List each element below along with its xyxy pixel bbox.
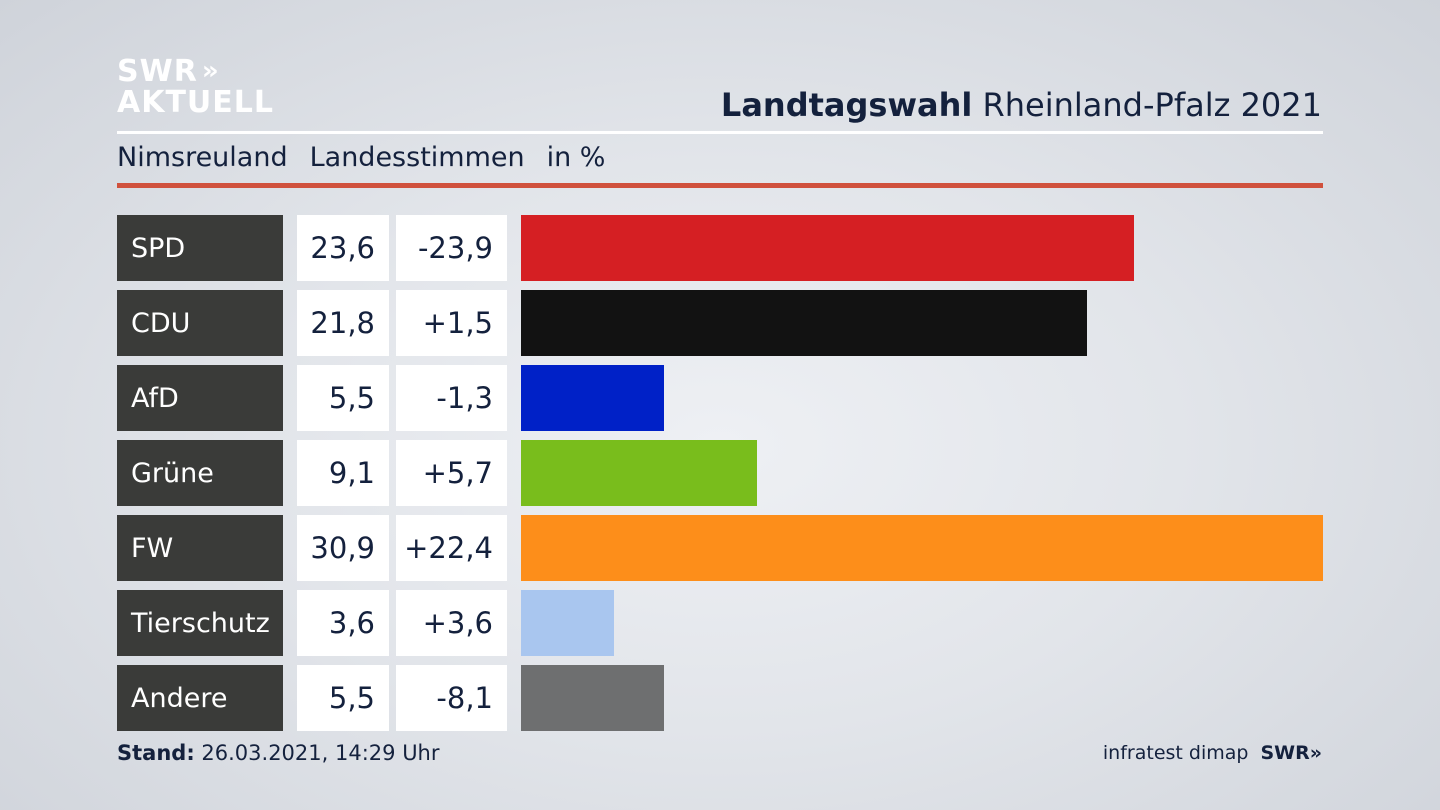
- page-title: Landtagswahl Rheinland-Pfalz 2021: [721, 86, 1322, 124]
- bar: [521, 665, 664, 731]
- party-label: SPD: [117, 215, 283, 281]
- accent-divider: [117, 183, 1323, 188]
- bar: [521, 440, 757, 506]
- diff-label: +22,4: [396, 515, 507, 581]
- value-label: 23,6: [297, 215, 389, 281]
- party-label: Grüne: [117, 440, 283, 506]
- bar: [521, 365, 664, 431]
- value-label: 3,6: [297, 590, 389, 656]
- title-bold: Landtagswahl: [720, 86, 973, 124]
- chart-row: Grüne 9,1 +5,7: [117, 440, 1323, 506]
- timestamp: Stand: 26.03.2021, 14:29 Uhr: [117, 741, 440, 765]
- party-label: Tierschutz: [117, 590, 283, 656]
- chart-row: SPD 23,6 -23,9: [117, 215, 1323, 281]
- chart-row: Tierschutz 3,6 +3,6: [117, 590, 1323, 656]
- subtitle-place: Nimsreuland: [117, 142, 288, 173]
- bar: [521, 215, 1134, 281]
- logo-chevron-icon: »: [201, 56, 219, 86]
- swr-aktuell-logo: SWR» AKTUELL: [117, 56, 274, 118]
- diff-label: +3,6: [396, 590, 507, 656]
- diff-label: -23,9: [396, 215, 507, 281]
- party-label: FW: [117, 515, 283, 581]
- logo-aktuell-text: AKTUELL: [117, 85, 275, 120]
- diff-label: +5,7: [396, 440, 507, 506]
- chart-subtitle: Nimsreuland Landesstimmen in %: [117, 142, 605, 173]
- value-label: 5,5: [297, 665, 389, 731]
- value-label: 30,9: [297, 515, 389, 581]
- diff-label: +1,5: [396, 290, 507, 356]
- bar: [521, 515, 1323, 581]
- party-label: Andere: [117, 665, 283, 731]
- bar: [521, 590, 614, 656]
- swr-brand: SWR»: [1260, 742, 1322, 764]
- value-label: 21,8: [297, 290, 389, 356]
- bar: [521, 290, 1087, 356]
- source-credit: infratest dimap SWR»: [1103, 742, 1322, 764]
- stand-value: 26.03.2021, 14:29 Uhr: [201, 741, 440, 765]
- title-rest: Rheinland-Pfalz 2021: [982, 86, 1322, 124]
- logo-swr-text: SWR: [117, 54, 198, 89]
- diff-label: -1,3: [396, 365, 507, 431]
- party-label: AfD: [117, 365, 283, 431]
- subtitle-kind: Landesstimmen: [309, 142, 525, 173]
- stand-label: Stand:: [117, 741, 195, 765]
- party-label: CDU: [117, 290, 283, 356]
- chart-row: Andere 5,5 -8,1: [117, 665, 1323, 731]
- subtitle-unit: in %: [546, 142, 606, 173]
- chart-row: FW 30,9 +22,4: [117, 515, 1323, 581]
- header-divider: [117, 131, 1323, 134]
- value-label: 9,1: [297, 440, 389, 506]
- chart-row: CDU 21,8 +1,5: [117, 290, 1323, 356]
- diff-label: -8,1: [396, 665, 507, 731]
- chart-row: AfD 5,5 -1,3: [117, 365, 1323, 431]
- value-label: 5,5: [297, 365, 389, 431]
- source-name: infratest dimap: [1102, 742, 1249, 764]
